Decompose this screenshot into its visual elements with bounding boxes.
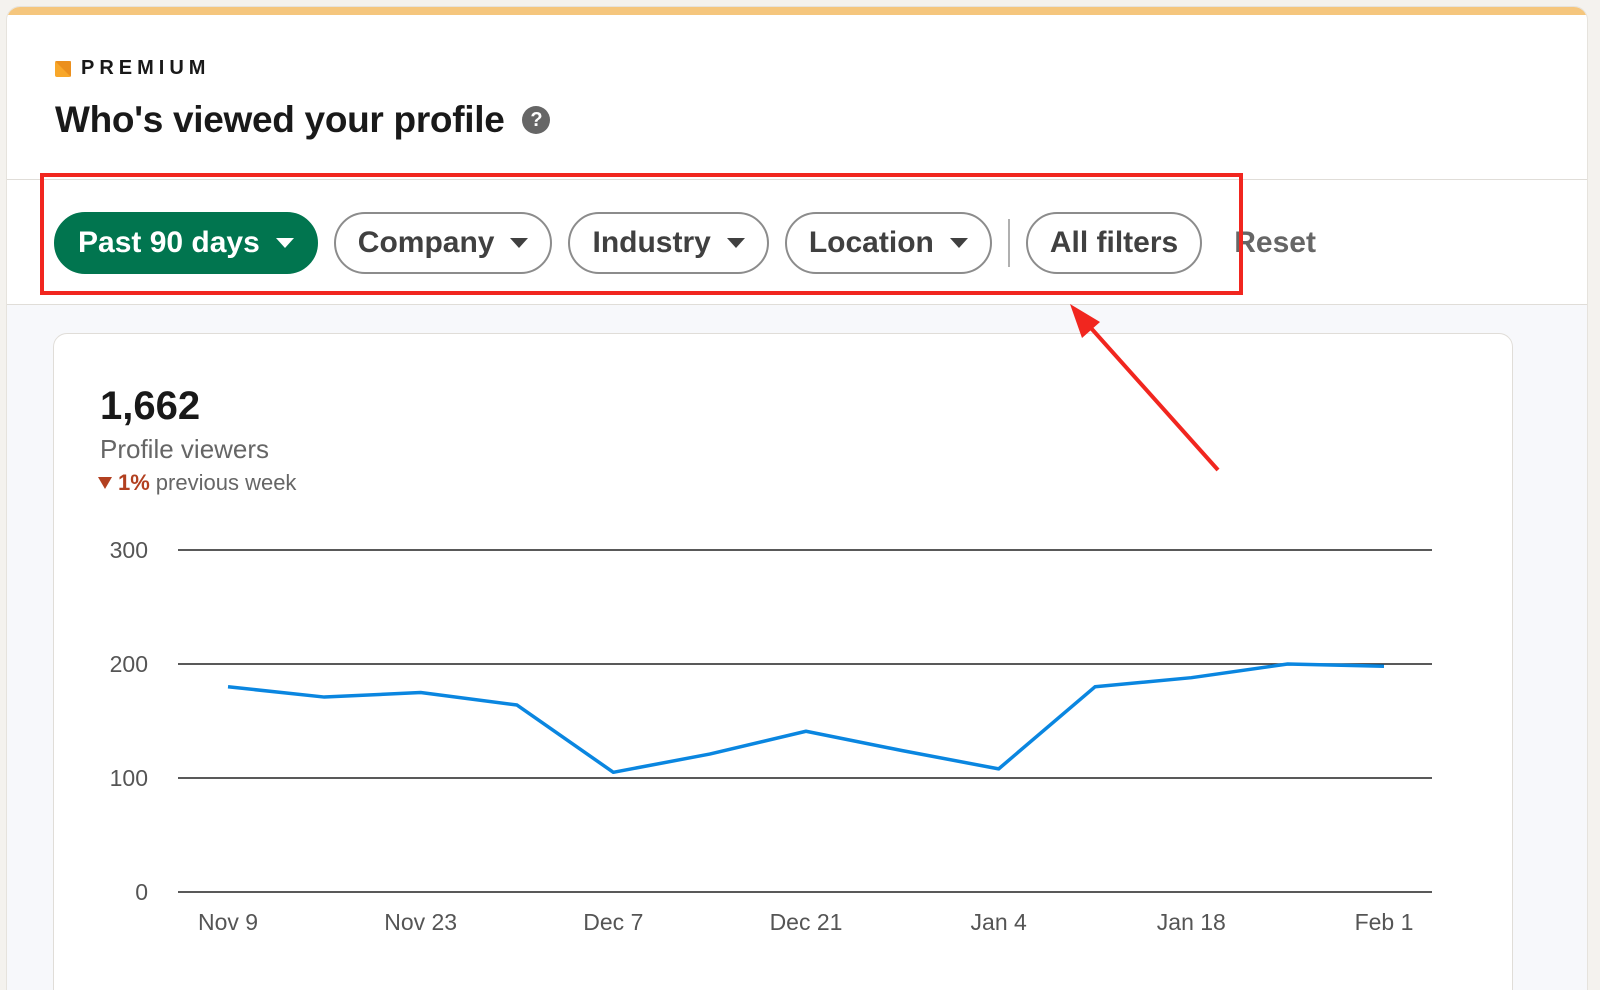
filter-pills: Past 90 days Company Industry Location A… [54,212,1316,274]
data-point[interactable] [222,681,234,693]
series-line[interactable] [227,662,1385,775]
filter-time-range[interactable]: Past 90 days [54,212,318,274]
data-point[interactable] [1282,658,1294,670]
filter-divider [1007,219,1010,267]
data-point[interactable] [607,766,619,778]
x-tick-label: Dec 21 [770,909,843,935]
data-point[interactable] [1185,672,1197,684]
y-tick-label: 200 [110,651,148,677]
data-point[interactable] [896,745,908,757]
viewer-count: 1,662 [100,384,201,428]
profile-viewers-line-chart: 0 100 200 300 Nov 9 Nov 23 Dec 7 Dec 21 Jan 4 Jan… [110,537,1432,935]
caret-down-icon [275,238,294,248]
premium-accent-bar [7,7,1587,15]
x-tick-label: Feb 1 [1355,909,1414,935]
x-tick-label: Jan 4 [971,909,1027,935]
premium-label: PREMIUM [81,57,211,79]
trend-down-icon [98,477,112,489]
viewers-chart-card: 1,662 Profile viewers 1% previous week 0… [53,333,1513,990]
data-point[interactable] [415,687,427,699]
filter-location[interactable]: Location [784,212,992,274]
filter-industry-label: Industry [592,226,711,259]
x-tick-label: Nov 9 [198,909,258,935]
reset-button[interactable]: Reset [1234,226,1316,259]
filter-company-label: Company [357,226,495,259]
caret-down-icon [726,238,745,248]
premium-badge: PREMIUM [55,57,210,80]
y-tick-label: 300 [110,537,148,563]
page-title: Who's viewed your profile [55,99,505,140]
x-tick-label: Dec 7 [583,909,643,935]
x-tick-label: Jan 18 [1157,909,1226,935]
premium-logo-icon [55,60,71,77]
caret-down-icon [949,238,968,248]
viewer-count-label: Profile viewers [100,434,270,464]
data-point[interactable] [800,725,812,737]
all-filters-button[interactable]: All filters [1025,212,1203,274]
x-tick-label: Nov 23 [384,909,457,935]
trend-indicator: 1% previous week [98,470,296,496]
help-icon[interactable]: ? [522,106,551,134]
filter-industry[interactable]: Industry [568,212,769,274]
data-point[interactable] [318,691,330,703]
filter-time-range-label: Past 90 days [78,226,260,259]
y-tick-label: 100 [110,765,148,791]
trend-caption: previous week [155,470,297,495]
trend-percent: 1% [118,470,150,495]
filter-company[interactable]: Company [333,212,553,274]
header: Who's viewed your profile ? [55,99,551,141]
filter-bar: Past 90 days Company Industry Location A… [7,179,1587,305]
data-point[interactable] [1378,660,1390,672]
data-point[interactable] [704,748,716,760]
profile-views-panel: PREMIUM Who's viewed your profile ? Past… [6,6,1588,990]
data-point[interactable] [1089,681,1101,693]
data-point[interactable] [511,699,523,711]
data-point[interactable] [993,763,1005,775]
caret-down-icon [510,238,529,248]
filter-location-label: Location [808,226,934,259]
y-tick-label: 0 [135,879,148,905]
